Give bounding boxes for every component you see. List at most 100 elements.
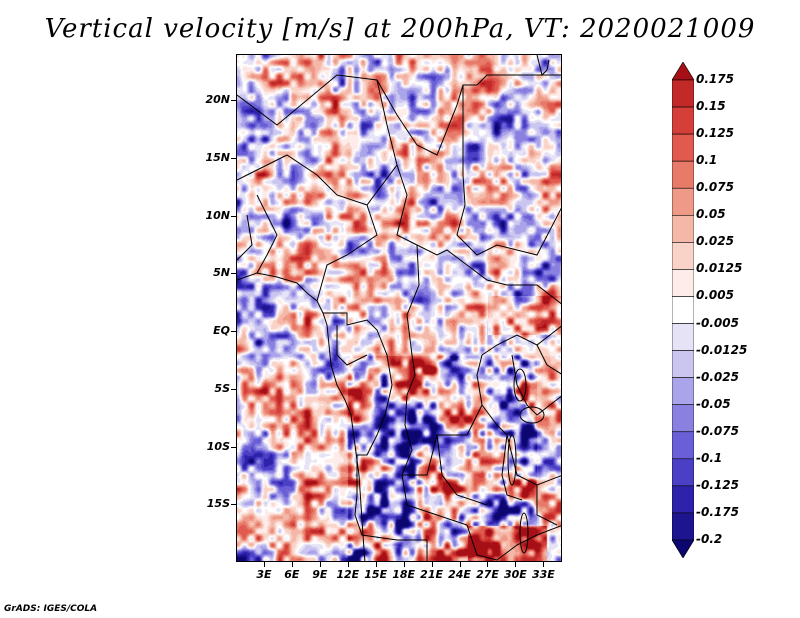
x-tick-label: 6E	[284, 568, 300, 581]
colorbar-swatch	[672, 62, 694, 81]
colorbar-label: 0.1	[696, 153, 718, 168]
border-line	[237, 79, 398, 206]
colorbar-swatch	[672, 296, 694, 324]
x-tick-label: 24E	[448, 568, 471, 581]
border-line	[436, 434, 488, 506]
x-tick-mark	[403, 562, 405, 567]
y-tick-label: 20N	[205, 93, 230, 107]
velocity-field	[237, 55, 561, 561]
colorbar-label: -0.075	[696, 423, 739, 438]
x-tick-label: 3E	[256, 568, 272, 581]
y-tick-mark	[231, 273, 236, 275]
border-line	[237, 74, 561, 156]
lake	[519, 406, 545, 424]
colorbar-swatch	[672, 214, 694, 243]
colorbar-swatch	[672, 133, 694, 162]
y-tick-label: 5N	[213, 266, 230, 280]
border-line	[481, 404, 561, 486]
border-line	[401, 474, 561, 561]
y-tick-label: EQ	[213, 324, 230, 338]
colorbar-swatch	[672, 323, 694, 351]
y-tick-label: 10S	[206, 439, 230, 453]
y-tick-label: 15N	[205, 150, 230, 164]
colorbar-label: -0.0125	[696, 342, 748, 357]
x-tick-mark	[263, 562, 265, 567]
colorbar-swatch	[672, 458, 694, 487]
border-line	[256, 194, 278, 274]
colorbar-label: -0.1	[696, 450, 723, 465]
colorbar-label: -0.175	[696, 504, 739, 519]
colorbar-label: 0.125	[696, 126, 734, 141]
border-line	[237, 214, 253, 261]
y-tick-label: 5S	[214, 381, 230, 395]
colorbar-swatch	[672, 106, 694, 135]
map-plot-area	[236, 54, 562, 562]
border-line	[316, 204, 378, 302]
border-line	[323, 312, 393, 456]
border-line	[336, 325, 368, 366]
colorbar-label: -0.05	[696, 396, 731, 411]
x-tick-mark	[375, 562, 377, 567]
colorbar-label: -0.025	[696, 369, 739, 384]
colorbar-label: -0.005	[696, 315, 739, 330]
colorbar-swatch	[672, 160, 694, 189]
colorbar-swatch	[672, 79, 694, 108]
border-line	[456, 85, 561, 256]
x-tick-mark	[487, 562, 489, 567]
x-tick-label: 9E	[312, 568, 328, 581]
x-tick-label: 30E	[504, 568, 527, 581]
colorbar-label: 0.175	[696, 72, 734, 86]
colorbar-label: 0.15	[696, 99, 726, 114]
x-tick-mark	[459, 562, 461, 567]
y-tick-label: 15S	[206, 497, 230, 511]
colorbar-swatch	[672, 269, 694, 297]
border-line	[396, 164, 561, 305]
colorbar-label: -0.125	[696, 477, 739, 492]
colorbar-swatch	[672, 512, 694, 541]
y-tick-mark	[231, 215, 236, 217]
border-line	[511, 354, 561, 416]
x-tick-mark	[515, 562, 517, 567]
x-tick-mark	[347, 562, 349, 567]
lake	[513, 368, 527, 402]
border-line	[401, 244, 561, 476]
colorbar-swatch	[672, 242, 694, 270]
x-tick-mark	[319, 562, 321, 567]
x-tick-label: 12E	[336, 568, 360, 581]
colorbar-swatch	[672, 404, 694, 433]
x-tick-label: 21E	[420, 568, 443, 581]
border-line	[536, 344, 561, 375]
colorbar-swatch	[672, 187, 694, 216]
colorbar-label: 0.075	[696, 180, 734, 195]
x-tick-mark	[431, 562, 433, 567]
colorbar	[672, 62, 694, 558]
y-tick-label: 10N	[205, 208, 230, 222]
border-line	[501, 434, 523, 501]
colorbar-label: -0.2	[696, 532, 723, 546]
coastline	[536, 55, 550, 76]
y-tick-mark	[231, 331, 236, 333]
country-borders	[237, 55, 561, 561]
y-tick-mark	[231, 446, 236, 448]
chart-title: Vertical velocity [m/s] at 200hPa, VT: 2…	[44, 14, 756, 44]
border-line	[354, 455, 428, 561]
colorbar-swatch	[672, 377, 694, 406]
colorbar-label: 0.05	[696, 207, 726, 222]
y-tick-mark	[231, 504, 236, 506]
coastline	[237, 272, 366, 561]
colorbar-label: 0.0125	[696, 261, 743, 276]
colorbar-label: 0.005	[696, 288, 734, 303]
colorbar-swatch	[672, 431, 694, 460]
colorbar-swatch	[672, 350, 694, 378]
x-tick-label: 33E	[531, 568, 555, 581]
lake	[507, 434, 517, 486]
colorbar-swatch	[672, 539, 694, 558]
y-tick-mark	[231, 388, 236, 390]
x-tick-mark	[291, 562, 293, 567]
y-tick-mark	[231, 100, 236, 102]
lake	[519, 512, 529, 554]
x-tick-mark	[543, 562, 545, 567]
border-line	[536, 485, 558, 526]
y-tick-mark	[231, 157, 236, 159]
x-tick-label: 18E	[392, 568, 416, 581]
